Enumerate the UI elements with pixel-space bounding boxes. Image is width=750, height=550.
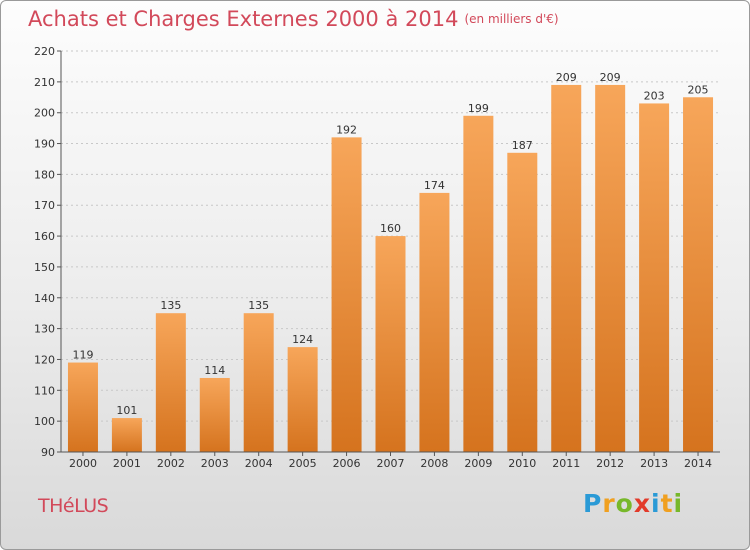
chart-title-text: Achats et Charges Externes 2000 à 2014 bbox=[28, 7, 459, 31]
y-tick-label: 120 bbox=[34, 353, 55, 366]
bar-2013 bbox=[639, 103, 670, 452]
y-tick-label: 100 bbox=[34, 415, 55, 428]
logo-letter: t bbox=[660, 489, 674, 518]
bar-2012 bbox=[595, 84, 626, 452]
y-tick-label: 110 bbox=[34, 384, 55, 397]
value-label-2002: 135 bbox=[160, 299, 181, 312]
bar-2003 bbox=[199, 377, 230, 452]
value-label-2010: 187 bbox=[512, 139, 533, 152]
x-tick-label-2007: 2007 bbox=[377, 457, 405, 470]
bar-2000 bbox=[67, 362, 98, 452]
logo-letter: i bbox=[673, 489, 684, 518]
x-tick-label-2006: 2006 bbox=[333, 457, 361, 470]
x-tick-label-2012: 2012 bbox=[596, 457, 624, 470]
bar-2014 bbox=[683, 97, 714, 453]
y-tick-label: 150 bbox=[34, 261, 55, 274]
logo-letter: x bbox=[633, 489, 651, 518]
bar-2001 bbox=[111, 418, 142, 452]
proxiti-logo: Proxiti bbox=[583, 489, 683, 518]
value-label-2012: 209 bbox=[600, 71, 621, 84]
commune-name: THéLUS bbox=[38, 495, 109, 517]
value-label-2011: 209 bbox=[556, 71, 577, 84]
x-tick-label-2004: 2004 bbox=[245, 457, 273, 470]
y-tick-label: 220 bbox=[34, 45, 55, 58]
value-label-2006: 192 bbox=[336, 123, 357, 136]
value-label-2001: 101 bbox=[116, 404, 137, 417]
y-tick-label: 190 bbox=[34, 138, 55, 151]
y-tick-label: 90 bbox=[41, 446, 55, 459]
value-label-2008: 174 bbox=[424, 179, 445, 192]
value-label-2004: 135 bbox=[248, 299, 269, 312]
value-label-2005: 124 bbox=[292, 333, 313, 346]
y-tick-label: 180 bbox=[34, 168, 55, 181]
bar-2004 bbox=[243, 313, 274, 452]
bar-2006 bbox=[331, 137, 362, 452]
bar-2010 bbox=[507, 152, 538, 453]
bar-2009 bbox=[463, 115, 494, 453]
x-tick-label-2011: 2011 bbox=[552, 457, 580, 470]
y-tick-label: 160 bbox=[34, 230, 55, 243]
logo-letter: P bbox=[583, 489, 603, 518]
value-label-2007: 160 bbox=[380, 222, 401, 235]
value-label-2003: 114 bbox=[204, 364, 225, 377]
bars: 119 101 135 114 135 124 192 160 174 199 187 209 209 2… bbox=[67, 71, 714, 453]
x-tick-label-2008: 2008 bbox=[420, 457, 448, 470]
chart-title: Achats et Charges Externes 2000 à 2014 (e… bbox=[28, 7, 559, 31]
x-axis: 2000 2001 2002 2003 2004 2005 2006 2007 2008 2009… bbox=[61, 451, 720, 470]
y-tick-label: 140 bbox=[34, 292, 55, 305]
x-tick-label-2005: 2005 bbox=[289, 457, 317, 470]
bar-2007 bbox=[375, 236, 406, 452]
chart-subtitle: (en milliers d'€) bbox=[464, 12, 559, 26]
x-tick-label-2001: 2001 bbox=[113, 457, 141, 470]
x-tick-label-2003: 2003 bbox=[201, 457, 229, 470]
logo-letter: r bbox=[602, 489, 616, 518]
bar-2005 bbox=[287, 347, 318, 452]
y-axis: 90 100 110 120 130 140 150 160 170 180 190 200 210 22… bbox=[34, 45, 62, 459]
y-tick-label: 210 bbox=[34, 76, 55, 89]
logo-letter: o bbox=[615, 489, 634, 518]
value-label-2000: 119 bbox=[72, 349, 93, 362]
x-tick-label-2000: 2000 bbox=[69, 457, 97, 470]
bar-2011 bbox=[551, 84, 582, 452]
y-tick-label: 200 bbox=[34, 107, 55, 120]
value-label-2014: 205 bbox=[688, 83, 709, 96]
bar-2002 bbox=[155, 313, 186, 452]
x-tick-label-2002: 2002 bbox=[157, 457, 185, 470]
y-tick-label: 170 bbox=[34, 199, 55, 212]
x-tick-label-2014: 2014 bbox=[684, 457, 712, 470]
logo-letter: i bbox=[651, 489, 661, 518]
bar-2008 bbox=[419, 192, 450, 452]
x-tick-label-2013: 2013 bbox=[640, 457, 668, 470]
x-tick-label-2009: 2009 bbox=[464, 457, 492, 470]
x-tick-label-2010: 2010 bbox=[508, 457, 536, 470]
y-tick-label: 130 bbox=[34, 323, 55, 336]
value-label-2009: 199 bbox=[468, 102, 489, 115]
value-label-2013: 203 bbox=[644, 89, 665, 102]
